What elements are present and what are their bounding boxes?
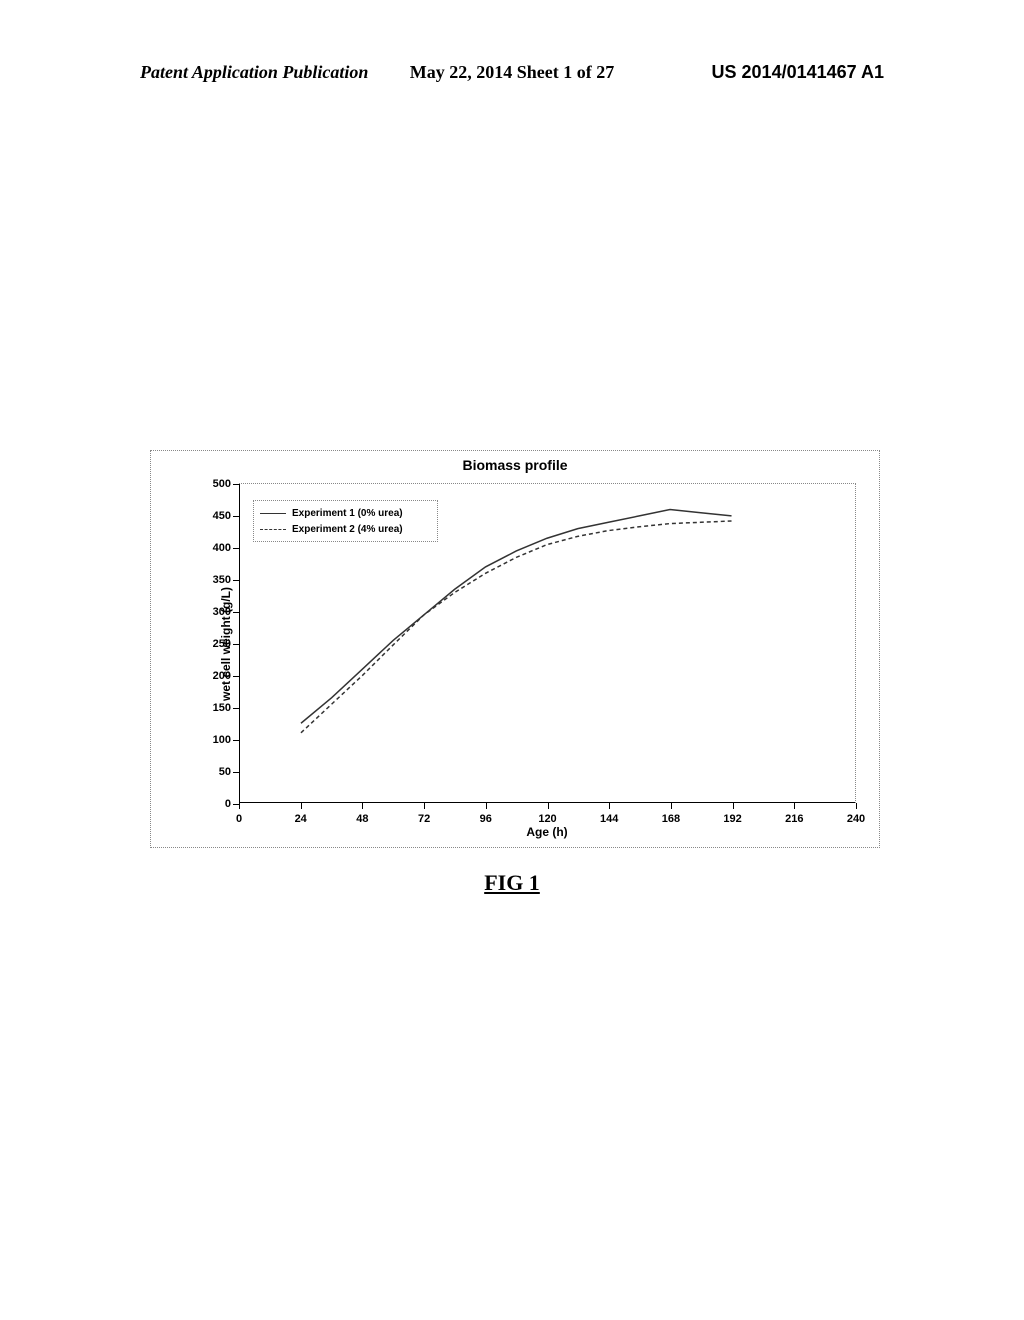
header-date-sheet: May 22, 2014 Sheet 1 of 27 [410,62,614,83]
x-tick-label: 48 [356,813,368,825]
y-tick [233,644,239,645]
x-tick [362,803,363,809]
chart-legend: Experiment 1 (0% urea) Experiment 2 (4% … [253,500,438,542]
y-tick [233,772,239,773]
y-tick-label: 0 [203,798,231,810]
x-tick [733,803,734,809]
x-tick [301,803,302,809]
legend-item-1: Experiment 1 (0% urea) [260,505,431,521]
legend-item-2: Experiment 2 (4% urea) [260,521,431,537]
x-tick-label: 168 [662,813,680,825]
x-tick-label: 216 [785,813,803,825]
y-tick [233,580,239,581]
y-tick-label: 150 [203,702,231,714]
x-tick [239,803,240,809]
x-tick-label: 192 [723,813,741,825]
x-tick-label: 144 [600,813,618,825]
figure-caption: FIG 1 [484,870,540,896]
y-tick [233,676,239,677]
y-tick [233,708,239,709]
y-tick-label: 250 [203,638,231,650]
x-tick [424,803,425,809]
x-tick [609,803,610,809]
x-tick-label: 240 [847,813,865,825]
y-tick-label: 450 [203,510,231,522]
x-tick-label: 96 [480,813,492,825]
series-line-1 [301,521,732,733]
x-tick [856,803,857,809]
page-header: Patent Application Publication May 22, 2… [0,62,1024,83]
y-tick-label: 100 [203,734,231,746]
x-tick [486,803,487,809]
y-tick-label: 500 [203,478,231,490]
header-publication-type: Patent Application Publication [140,62,368,83]
y-tick-label: 350 [203,574,231,586]
header-publication-number: US 2014/0141467 A1 [712,62,884,83]
y-tick [233,740,239,741]
chart-title: Biomass profile [462,457,567,473]
chart-plot-area: wet cell weight (g/L) Age (h) Experiment… [239,483,856,803]
y-tick-label: 50 [203,766,231,778]
y-tick [233,548,239,549]
y-tick [233,516,239,517]
y-tick [233,484,239,485]
x-tick [671,803,672,809]
y-tick [233,612,239,613]
y-tick-label: 300 [203,606,231,618]
x-tick-label: 72 [418,813,430,825]
legend-swatch-dashed [260,523,286,535]
x-tick-label: 24 [295,813,307,825]
x-tick [794,803,795,809]
x-axis-label: Age (h) [526,825,567,839]
legend-label-2: Experiment 2 (4% urea) [292,524,403,535]
chart-container: Biomass profile wet cell weight (g/L) Ag… [150,450,880,848]
y-tick-label: 400 [203,542,231,554]
legend-label-1: Experiment 1 (0% urea) [292,508,403,519]
x-tick-label: 0 [236,813,242,825]
x-tick [548,803,549,809]
x-tick-label: 120 [538,813,556,825]
y-tick-label: 200 [203,670,231,682]
legend-swatch-solid [260,507,286,519]
